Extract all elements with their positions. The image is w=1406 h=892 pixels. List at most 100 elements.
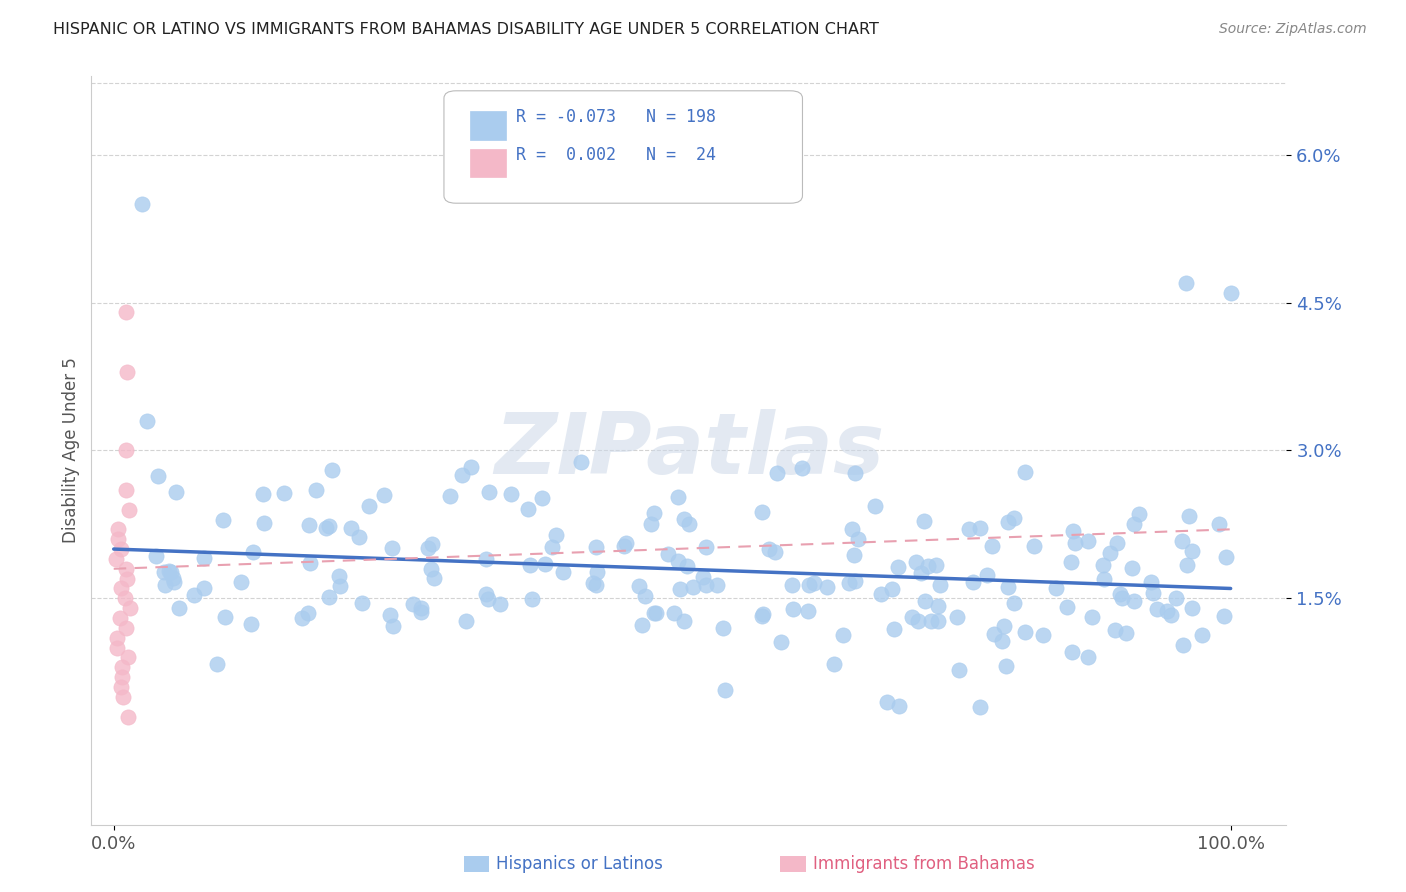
Point [111, 660, 134, 674]
Bar [470, 148, 506, 177]
Point [114, 305, 136, 319]
Point [643, 607, 665, 621]
Point [1128, 508, 1150, 522]
Point [183, 588, 205, 602]
Point [501, 487, 523, 501]
Point [297, 606, 319, 620]
Point [995, 659, 1018, 673]
Point [1022, 539, 1045, 553]
Point [305, 483, 328, 497]
Point [115, 621, 138, 635]
Point [1177, 508, 1199, 523]
Point [531, 491, 554, 505]
Point [1104, 624, 1126, 638]
Point [662, 606, 685, 620]
Point [706, 577, 728, 591]
Point [450, 468, 472, 483]
Point [1121, 561, 1143, 575]
Point [439, 489, 461, 503]
Point [631, 617, 654, 632]
Point [912, 515, 935, 529]
Text: R = -0.073   N = 198: R = -0.073 N = 198 [516, 108, 716, 126]
Point [841, 522, 863, 536]
Point [1215, 549, 1237, 564]
Point [582, 576, 605, 591]
Point [163, 575, 186, 590]
Point [957, 522, 980, 536]
Point [107, 532, 129, 546]
Point [118, 601, 141, 615]
Point [105, 552, 128, 566]
Point [848, 532, 870, 546]
Point [1213, 609, 1236, 624]
Text: Source: ZipAtlas.com: Source: ZipAtlas.com [1219, 22, 1367, 37]
Point [1146, 602, 1168, 616]
Point [678, 517, 700, 532]
Point [1062, 524, 1084, 539]
Point [1175, 558, 1198, 572]
Point [917, 559, 939, 574]
Point [1219, 285, 1241, 300]
Point [1175, 276, 1198, 290]
Point [152, 566, 174, 580]
Point [422, 571, 444, 585]
Point [329, 578, 352, 592]
Point [475, 552, 498, 566]
Point [1115, 625, 1137, 640]
Point [477, 592, 499, 607]
Point [489, 597, 512, 611]
Point [352, 596, 374, 610]
Point [111, 670, 134, 684]
Point [666, 554, 689, 568]
Point [628, 579, 651, 593]
Point [711, 621, 734, 635]
Point [117, 709, 139, 723]
Point [252, 487, 274, 501]
Text: ZIPatlas: ZIPatlas [494, 409, 884, 492]
Point [1181, 600, 1204, 615]
Point [797, 578, 820, 592]
Point [373, 488, 395, 502]
Point [1014, 624, 1036, 639]
Point [993, 619, 1015, 633]
Point [1045, 581, 1067, 595]
Point [657, 548, 679, 562]
Point [162, 571, 184, 585]
Point [1109, 587, 1132, 601]
Point [612, 539, 634, 553]
Text: HISPANIC OR LATINO VS IMMIGRANTS FROM BAHAMAS DISABILITY AGE UNDER 5 CORRELATION: HISPANIC OR LATINO VS IMMIGRANTS FROM BA… [53, 22, 879, 37]
Point [983, 626, 1005, 640]
Point [751, 505, 773, 519]
Point [842, 549, 865, 563]
Point [815, 580, 838, 594]
Point [997, 515, 1019, 529]
Point [211, 513, 233, 527]
Text: R =  0.002   N =  24: R = 0.002 N = 24 [516, 145, 716, 163]
Point [105, 631, 128, 645]
Point [205, 657, 228, 672]
Point [682, 580, 704, 594]
Point [883, 623, 905, 637]
Point [240, 616, 263, 631]
Point [569, 455, 592, 469]
Y-axis label: Disability Age Under 5: Disability Age Under 5 [62, 358, 80, 543]
Point [349, 530, 371, 544]
Point [823, 657, 845, 672]
Point [115, 562, 138, 576]
Point [1160, 607, 1182, 622]
Point [111, 690, 134, 704]
Point [669, 582, 692, 596]
Point [616, 536, 638, 550]
Point [298, 556, 321, 570]
Point [1140, 574, 1163, 589]
Point [1092, 572, 1115, 586]
Point [165, 484, 187, 499]
Point [925, 558, 948, 572]
Point [1098, 546, 1121, 560]
Point [1123, 516, 1146, 531]
Point [105, 640, 128, 655]
Point [159, 566, 181, 580]
Point [882, 582, 904, 596]
Point [695, 577, 717, 591]
Point [644, 606, 666, 620]
